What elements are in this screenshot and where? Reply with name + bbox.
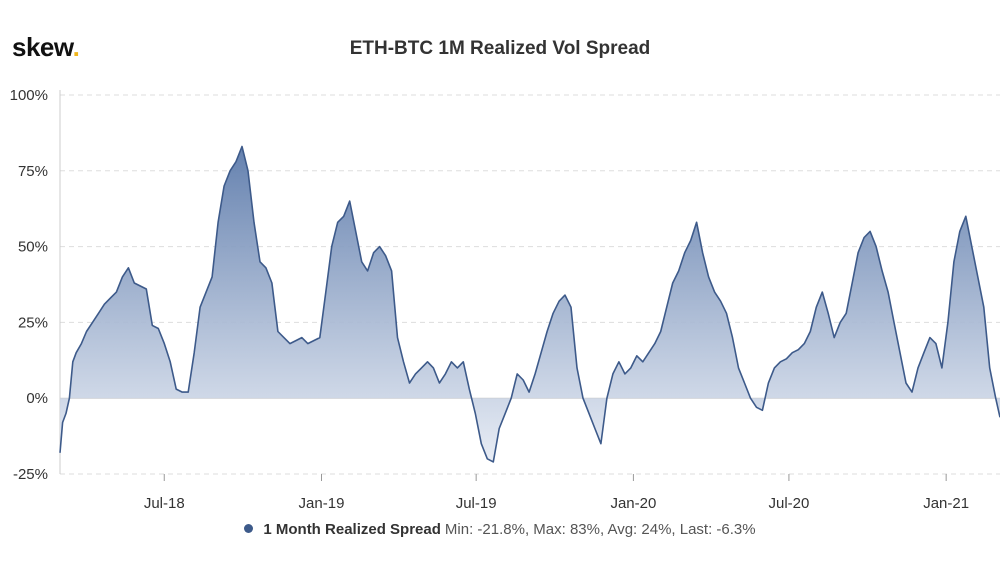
series-group bbox=[59, 145, 1000, 463]
x-axis: Jul-18 Jan-19 Jul-19 Jan-20 Jul-20 Jan-21 bbox=[144, 474, 969, 510]
x-tick-label: Jul-18 bbox=[144, 495, 185, 510]
x-tick-label: Jul-20 bbox=[768, 495, 809, 510]
legend-series-stats: Min: -21.8%, Max: 83%, Avg: 24%, Last: -… bbox=[444, 521, 756, 538]
x-tick-label: Jan-19 bbox=[299, 495, 345, 510]
y-tick-label: 50% bbox=[18, 239, 48, 256]
y-tick-label: 0% bbox=[26, 390, 48, 407]
y-axis: 100% 75% 50% 25% 0% -25% bbox=[10, 87, 48, 483]
y-tick-label: 100% bbox=[10, 87, 48, 104]
series-area bbox=[60, 146, 1000, 462]
y-tick-label: -25% bbox=[13, 466, 48, 483]
x-tick-label: Jul-19 bbox=[456, 495, 497, 510]
logo-text: skew bbox=[12, 32, 73, 62]
y-tick-label: 75% bbox=[18, 163, 48, 180]
chart-svg: 100% 75% 50% 25% 0% -25% Jul-18 Jan-19 Jul-19 Ja… bbox=[10, 87, 1000, 510]
series-line bbox=[59, 145, 1000, 463]
skew-logo: skew. bbox=[12, 32, 80, 63]
x-tick-label: Jan-20 bbox=[610, 495, 656, 510]
x-tick-label: Jan-21 bbox=[923, 495, 969, 510]
legend[interactable]: 1 Month Realized Spread Min: -21.8%, Max:… bbox=[0, 521, 1000, 538]
chart-title: ETH-BTC 1M Realized Vol Spread bbox=[349, 38, 651, 59]
legend-marker bbox=[244, 524, 254, 533]
y-tick-label: 25% bbox=[18, 314, 48, 331]
logo-dot: . bbox=[72, 32, 80, 62]
legend-series-name: 1 Month Realized Spread bbox=[263, 521, 441, 538]
